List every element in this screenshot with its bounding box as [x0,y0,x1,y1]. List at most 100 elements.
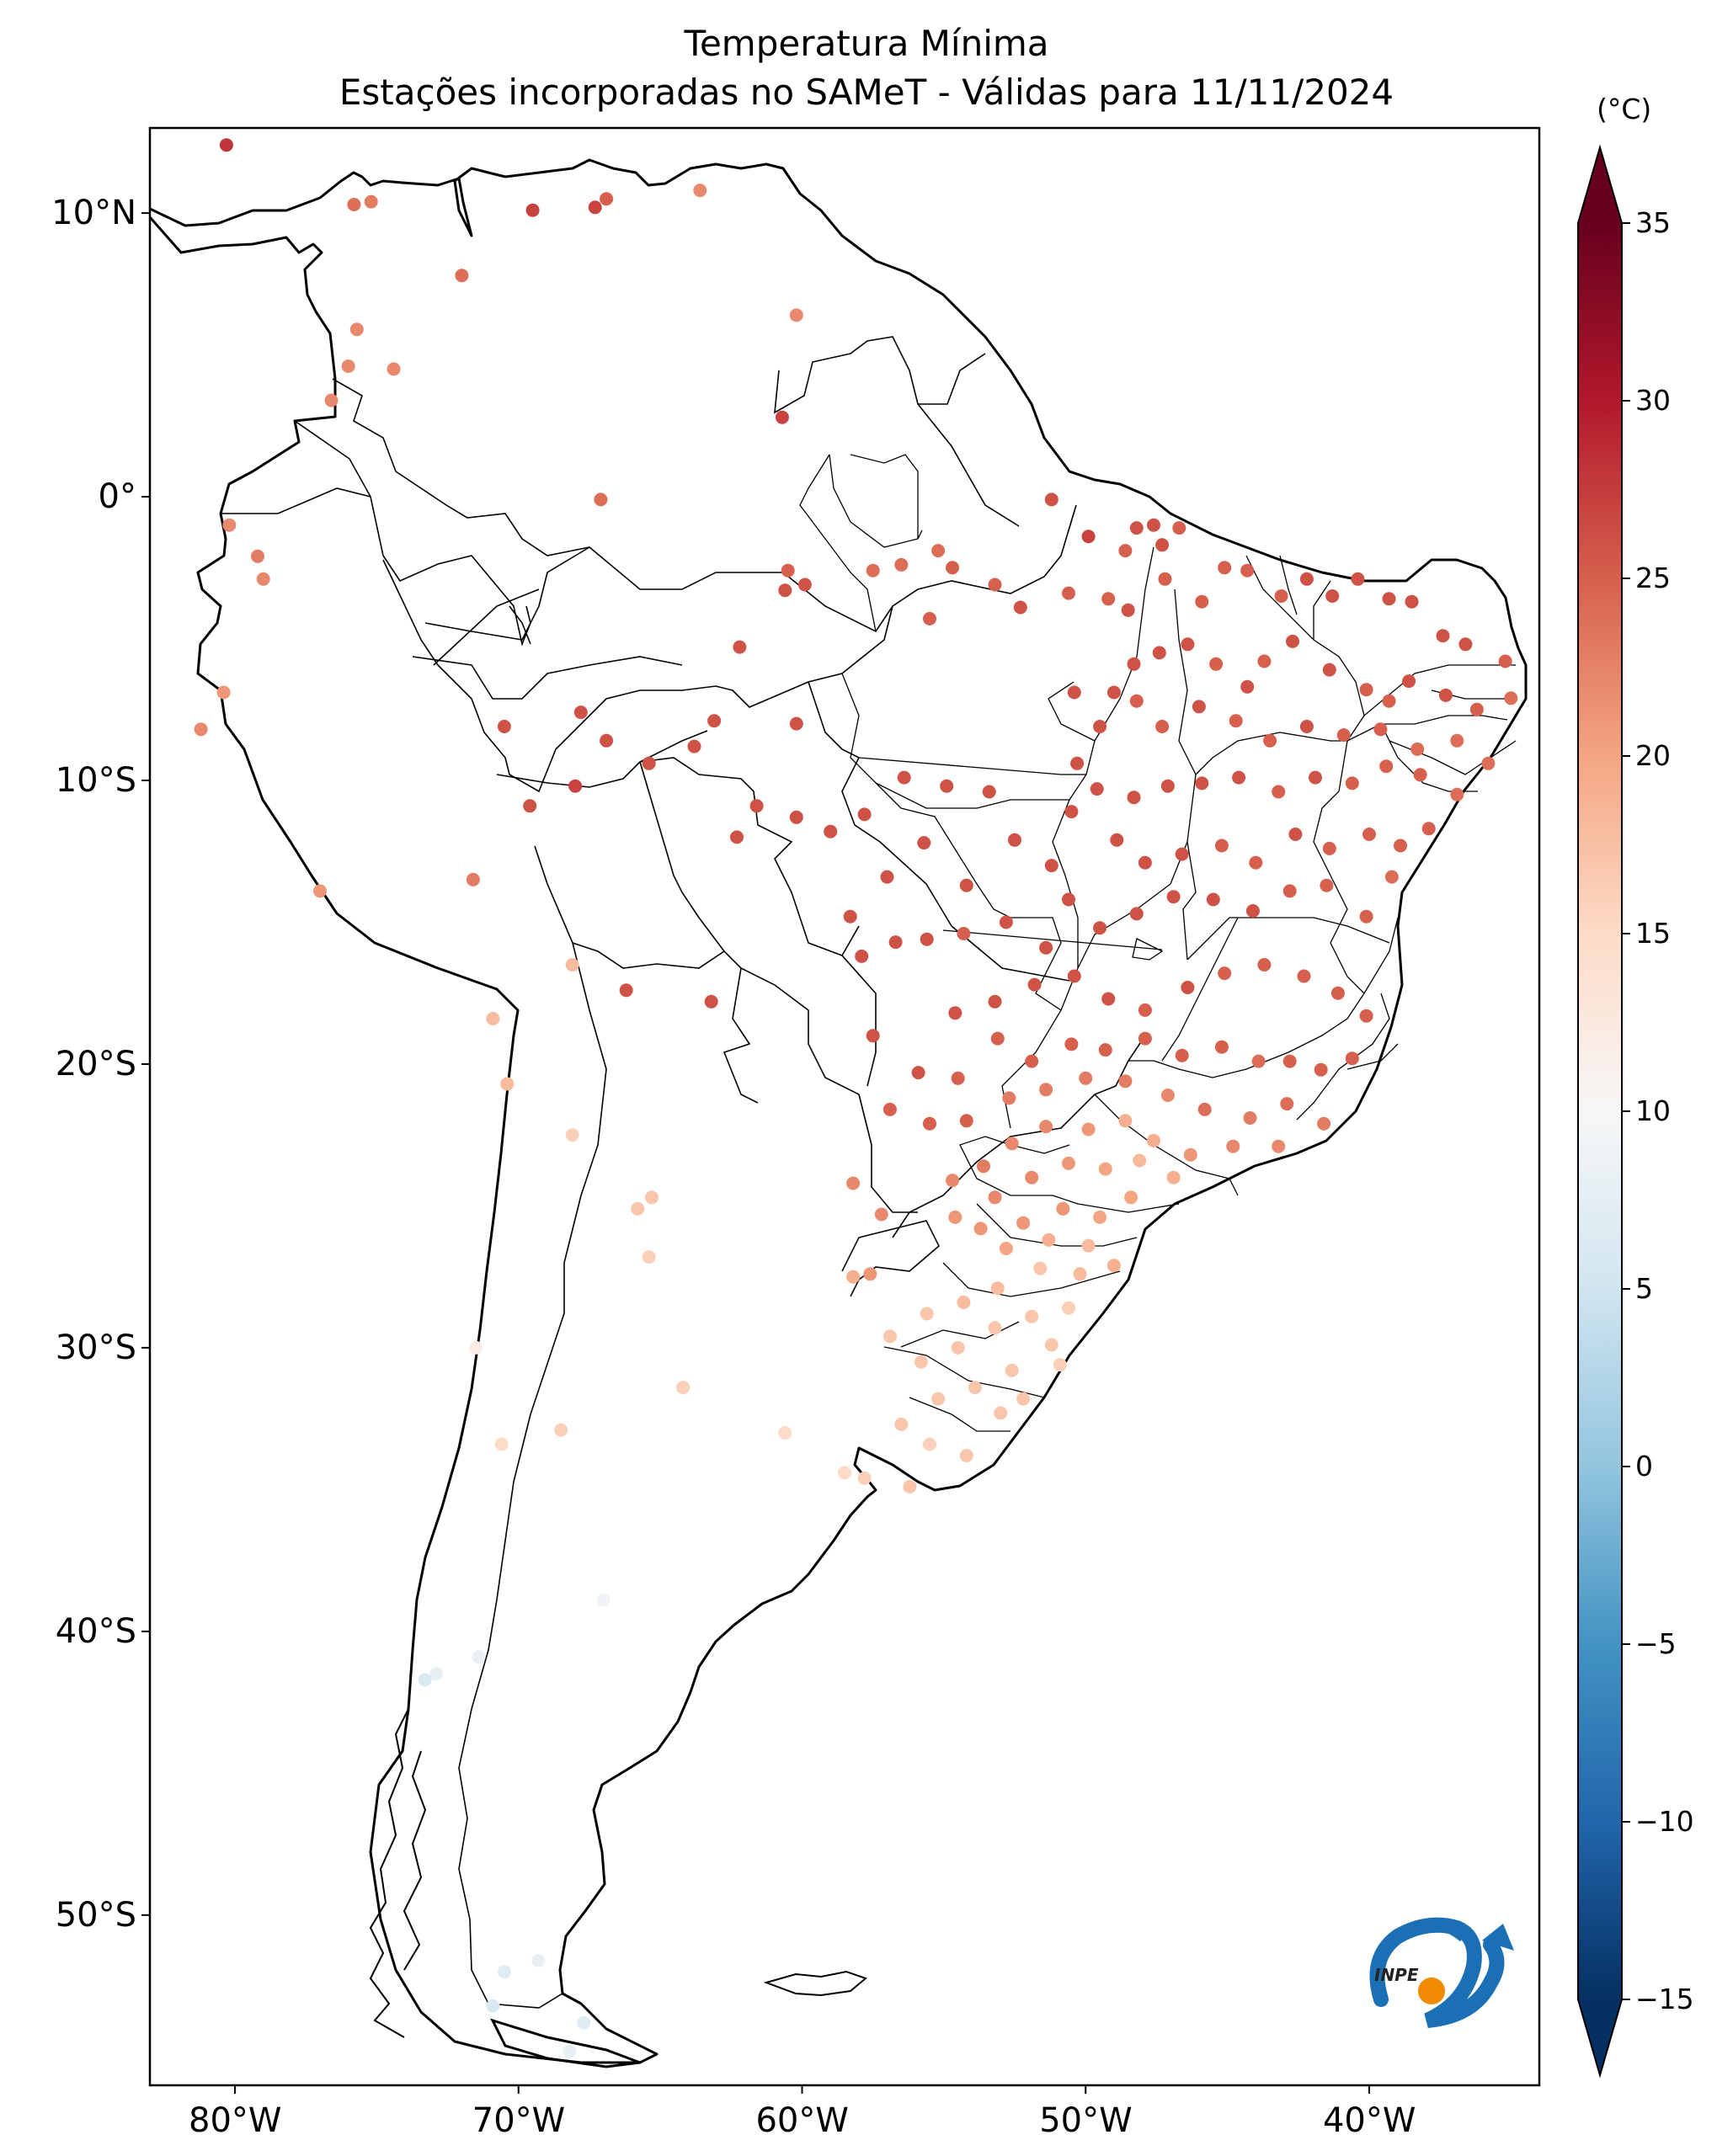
station-point [1274,589,1288,603]
station-point [1421,822,1436,836]
station-point [1062,1301,1075,1315]
station-point [1039,940,1053,955]
station-point [1257,958,1272,972]
station-point [1121,603,1135,617]
station-point [600,733,614,748]
station-point [1192,700,1206,714]
station-point [1226,1139,1240,1153]
lon-tick-label: 80°W [189,2101,282,2140]
station-point [946,1174,959,1188]
logo-outline [1369,1925,1462,1992]
tierra-del-fuego [490,2018,641,2068]
station-point [1129,694,1144,708]
map-subtitle: Estações incorporadas no SAMeT - Válidas… [339,72,1394,113]
station-point [554,1423,568,1437]
station-point [781,563,795,578]
station-point [707,714,722,728]
station-point [843,909,857,924]
station-point [1138,855,1152,870]
logo-text: INPE [1374,1965,1419,1985]
station-point [1158,572,1172,586]
station-point [1458,637,1473,652]
station-point [1322,841,1336,855]
station-point [1272,785,1286,799]
lat-tick-label: 20°S [55,1044,136,1083]
station-point [959,878,973,892]
lat-tick-label: 10°S [55,761,136,800]
station-point [523,799,537,813]
station-point [349,322,364,337]
lon-tick-label: 50°W [1039,2101,1133,2140]
colorbar-tick-label: 15 [1635,917,1671,950]
station-point [1016,1392,1031,1406]
station-point [1214,838,1229,853]
station-point [1209,657,1224,671]
station-point [1197,1102,1212,1116]
station-point [948,1006,962,1020]
station-point [1498,654,1512,668]
station-point [855,949,869,963]
colorbar-tick-label: −5 [1635,1627,1677,1660]
station-point [387,362,401,376]
colorbar-tick-label: 30 [1635,384,1671,417]
station-point [1118,544,1133,558]
station-point [1320,878,1334,892]
station-point [1155,538,1170,552]
station-point [1002,1091,1016,1105]
station-point [1081,1122,1096,1137]
station-point [1297,969,1311,983]
station-point [1436,629,1450,643]
station-point [1309,770,1322,785]
station-point [990,1281,1005,1296]
station-point [1382,592,1396,606]
station-point [222,518,237,532]
station-point [1183,1147,1197,1162]
station-point [568,779,583,793]
colorbar-tick-label: −10 [1635,1805,1694,1838]
station-point [1402,674,1416,689]
station-point [1481,756,1496,770]
station-point [1249,855,1263,870]
station-point [1214,1040,1229,1054]
station-point [988,578,1002,592]
station-point [1118,1114,1133,1128]
station-point [797,578,812,592]
station-point [1056,1201,1070,1216]
station-point [1384,870,1399,884]
station-point [1181,637,1195,652]
station-point [1245,904,1260,918]
station-point [693,184,707,198]
station-point [577,2015,591,2030]
station-point [1359,1009,1373,1023]
station-point [866,1029,880,1043]
colorbar-unit: (°C) [1597,93,1652,125]
station-point [1206,892,1220,907]
station-point [988,1321,1002,1335]
station-point [733,640,747,654]
station-point [957,1296,971,1309]
station-point [1062,892,1075,907]
station-point [1166,890,1181,904]
station-point [897,770,911,785]
colorbar-tick-label: 10 [1635,1094,1671,1127]
station-point [874,1207,888,1222]
station-point [1067,969,1081,983]
station-point [619,983,633,998]
station-points [194,138,1518,2058]
chile-fjords [369,1708,427,2038]
station-point [531,1953,546,1967]
station-point [1243,1111,1257,1125]
station-point [999,1242,1013,1255]
station-point [1345,1051,1359,1066]
station-point [1288,828,1303,841]
station-point [1093,1210,1107,1224]
station-point [1127,657,1141,671]
station-point [1379,759,1394,774]
station-point [1093,921,1107,935]
station-point [977,1159,990,1174]
station-point [1064,1037,1079,1051]
station-point [1005,1363,1019,1377]
station-point [313,884,327,898]
station-point [1351,572,1365,586]
station-point [948,1210,962,1224]
